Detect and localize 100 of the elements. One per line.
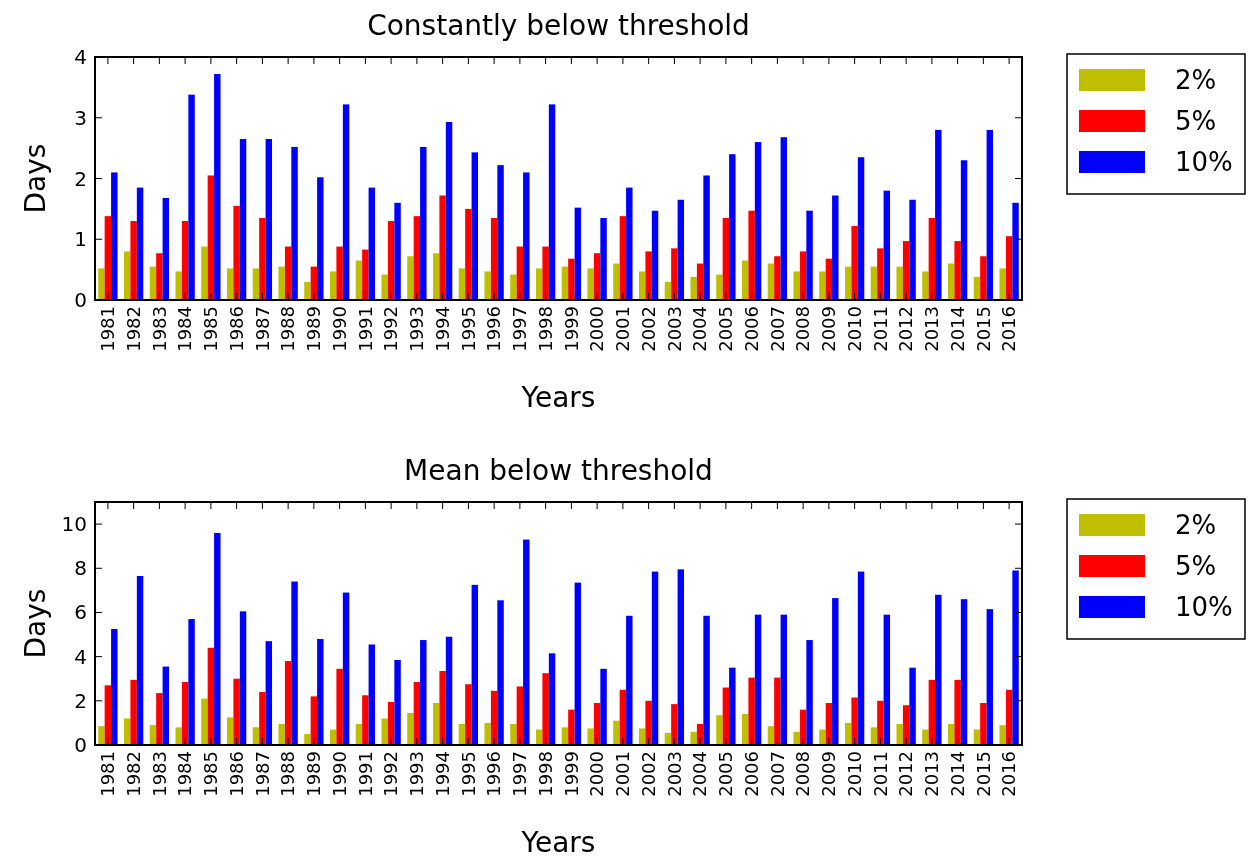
x-tick-label: 1992	[380, 306, 402, 352]
bar	[156, 253, 163, 300]
bar	[252, 268, 260, 300]
bar	[671, 248, 678, 300]
bar	[387, 221, 395, 300]
bar	[986, 609, 994, 745]
x-tick-label: 1998	[534, 306, 556, 352]
bar	[716, 715, 723, 745]
bar	[645, 700, 652, 745]
bar	[214, 74, 221, 300]
bar	[407, 256, 414, 300]
bar	[484, 271, 491, 300]
bar	[510, 724, 517, 745]
y-axis-title: Days	[19, 143, 52, 214]
bar	[980, 256, 987, 300]
bar	[304, 733, 311, 745]
bar	[999, 725, 1006, 745]
x-tick-label: 2000	[586, 306, 608, 352]
bar	[690, 731, 697, 745]
bar	[239, 611, 247, 745]
bar	[130, 679, 137, 745]
x-axis-title: Years	[520, 381, 596, 414]
y-tick-label: 0	[74, 288, 87, 312]
x-tick-label: 1982	[122, 751, 144, 797]
bar	[259, 691, 266, 745]
x-tick-label: 1982	[122, 306, 144, 352]
bar	[201, 246, 208, 300]
bar	[883, 190, 891, 300]
x-tick-label: 1986	[225, 306, 247, 352]
bar	[304, 281, 311, 300]
bar	[233, 678, 240, 745]
bar	[465, 208, 472, 300]
x-tick-label: 2007	[766, 751, 788, 797]
bar	[638, 271, 646, 300]
bar	[111, 629, 118, 745]
x-tick-label: 2004	[689, 751, 711, 797]
x-tick-label: 2006	[740, 751, 762, 797]
x-tick-label: 1990	[328, 751, 350, 797]
x-tick-label: 2013	[921, 306, 943, 352]
bar	[741, 714, 749, 745]
bar	[420, 640, 427, 745]
y-tick-label: 4	[74, 644, 87, 669]
bar	[716, 274, 723, 300]
bar	[465, 684, 472, 745]
y-tick-label: 2	[74, 688, 87, 713]
x-tick-label: 2004	[689, 306, 711, 352]
bar	[181, 221, 189, 300]
bar	[239, 139, 247, 300]
bar	[780, 137, 788, 300]
legend-label: 5%	[1175, 551, 1217, 582]
bar	[819, 729, 826, 745]
x-tick-label: 1987	[251, 751, 273, 797]
bar	[793, 271, 800, 300]
bar	[259, 217, 266, 300]
x-tick-label: 2001	[612, 751, 634, 797]
bar	[819, 271, 826, 300]
x-tick-label: 2011	[869, 306, 891, 352]
bar	[754, 142, 762, 300]
bar	[677, 199, 685, 300]
x-tick-label: 2000	[586, 751, 608, 797]
bar	[497, 165, 504, 300]
x-tick-label: 2002	[637, 751, 659, 797]
bar	[851, 225, 858, 300]
bar	[832, 598, 839, 745]
bar	[748, 210, 755, 300]
x-tick-label: 1984	[174, 751, 196, 797]
bar	[857, 157, 865, 300]
bar	[201, 698, 208, 745]
bar	[265, 139, 273, 300]
bar	[329, 271, 337, 300]
bar	[214, 532, 221, 745]
bar	[619, 216, 627, 300]
bar	[368, 644, 376, 745]
bar	[703, 175, 710, 300]
x-tick-label: 2002	[637, 306, 659, 352]
bar	[136, 187, 144, 300]
x-tick-label: 1995	[457, 306, 479, 352]
x-tick-label: 1994	[431, 751, 453, 797]
bar	[922, 729, 929, 745]
bar	[278, 724, 285, 745]
x-tick-label: 1985	[200, 306, 222, 352]
x-tick-label: 2008	[792, 751, 814, 797]
bar	[317, 177, 324, 300]
bar	[600, 668, 607, 745]
x-tick-label: 1988	[277, 306, 299, 352]
x-tick-label: 2009	[818, 751, 840, 797]
bar	[278, 266, 285, 300]
y-tick-label: 3	[74, 105, 87, 130]
bar	[381, 718, 388, 745]
bar	[703, 615, 710, 745]
x-tick-label: 1997	[509, 306, 531, 352]
bar	[587, 728, 594, 745]
bar	[497, 600, 504, 745]
bar	[613, 263, 620, 300]
bar	[1012, 570, 1019, 745]
x-tick-label: 1996	[483, 751, 505, 797]
x-tick-label: 2007	[766, 306, 788, 352]
bar	[226, 717, 234, 745]
bar	[754, 614, 762, 745]
bar	[909, 199, 916, 300]
